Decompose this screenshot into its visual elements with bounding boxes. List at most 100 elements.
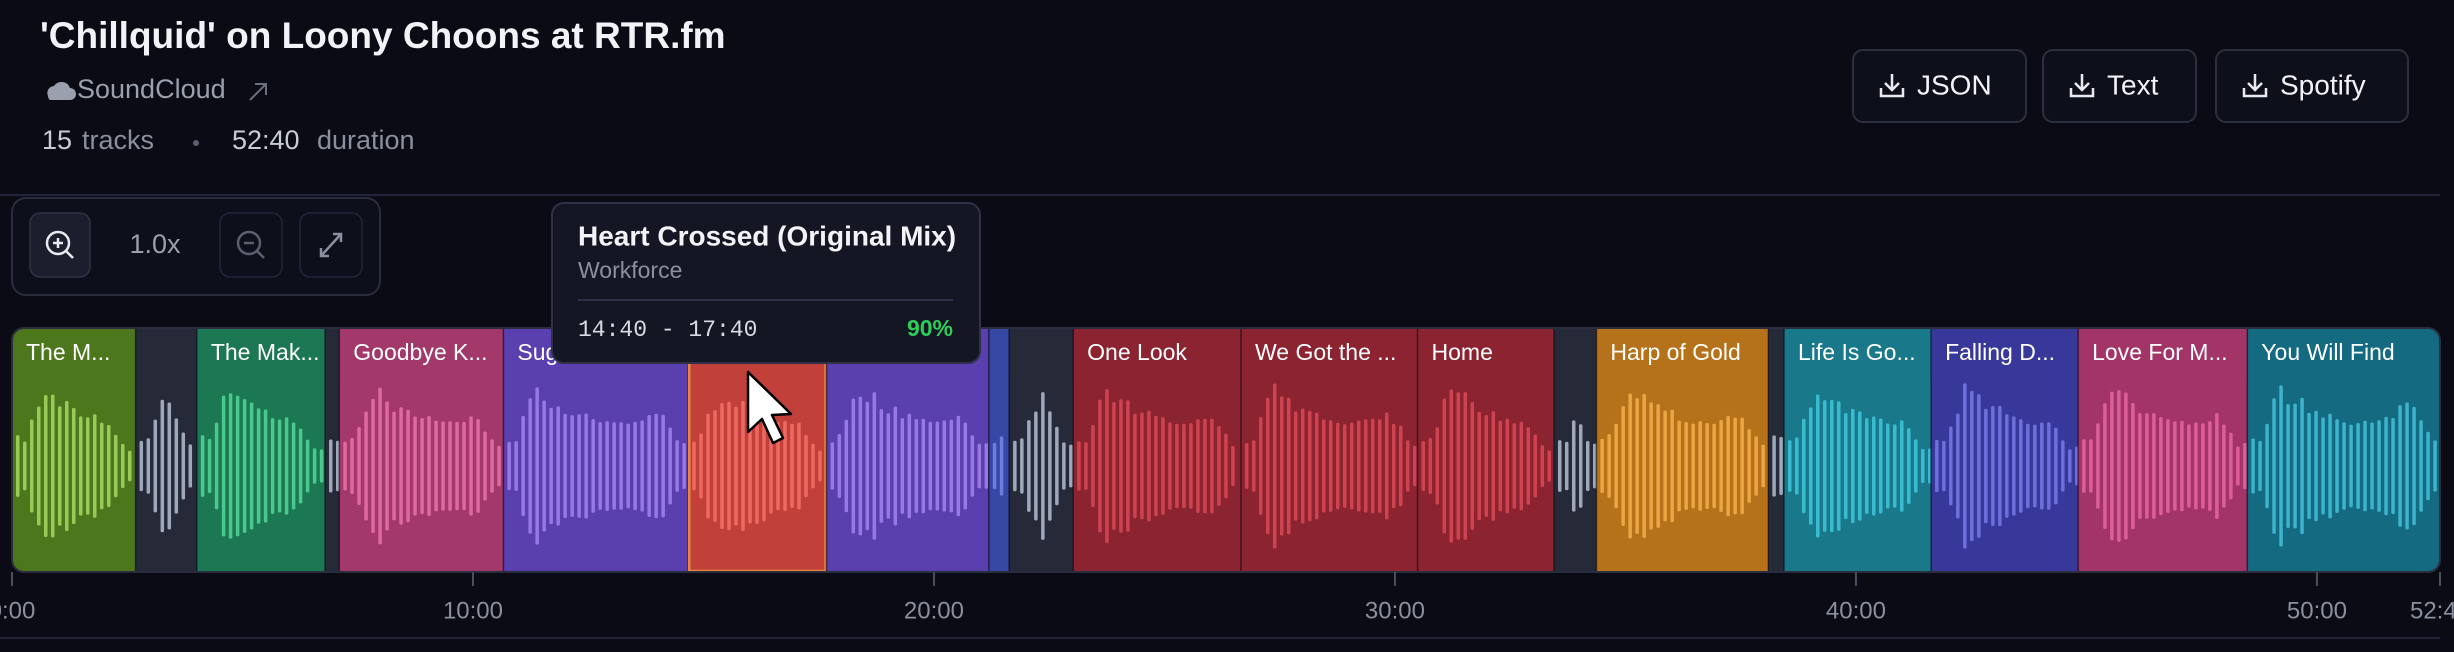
waveform-bar <box>1265 397 1270 535</box>
track-segment[interactable] <box>1931 328 2079 572</box>
track-segment[interactable] <box>988 328 1010 572</box>
waveform-bar <box>914 419 919 513</box>
waveform-bar <box>1900 420 1904 512</box>
waveform-bar <box>44 395 48 537</box>
waveform-bar <box>872 392 877 540</box>
track-segment[interactable] <box>135 328 197 572</box>
waveform-bar <box>2033 424 2037 508</box>
waveform-bar <box>1196 419 1200 513</box>
waveform-bar <box>2089 439 2093 493</box>
waveform-bar <box>783 421 787 511</box>
waveform-bar <box>2005 414 2009 518</box>
waveform-bar <box>462 421 466 511</box>
button-frame <box>1852 49 2027 123</box>
source[interactable]: SoundCloud <box>77 74 226 104</box>
waveform-bar <box>1470 402 1475 530</box>
track-label: Harp of Gold <box>1610 339 1740 365</box>
waveform-bar <box>1705 422 1709 510</box>
waveform-bar <box>591 419 595 513</box>
waveform-bar <box>692 441 696 491</box>
waveform-bar <box>1585 441 1590 491</box>
waveform-bar <box>563 413 567 519</box>
zoom-in-button[interactable] <box>29 212 91 278</box>
waveform-bar <box>1456 392 1461 540</box>
waveform-bar <box>1956 413 1960 519</box>
waveform-bar <box>1421 440 1426 492</box>
waveform-bar <box>167 402 172 530</box>
export-button[interactable]: Spotify <box>2215 49 2409 123</box>
waveform-bar <box>2215 412 2219 520</box>
waveform-bar <box>1203 418 1207 514</box>
waveform-bar <box>2061 440 2065 492</box>
waveform-bar <box>1865 418 1869 514</box>
export-button[interactable]: Text <box>2042 49 2197 123</box>
waveform-bar <box>2314 410 2318 522</box>
waveform-bar <box>1377 419 1382 513</box>
waveform-bar <box>1328 420 1333 512</box>
waveform-bar <box>497 445 501 487</box>
waveform-bar <box>2384 416 2388 516</box>
waveform-bar <box>1642 394 1646 538</box>
waveform-bar <box>2356 423 2360 509</box>
waveform-bar <box>1105 389 1109 543</box>
waveform-bar <box>804 434 808 498</box>
waveform-bar <box>1091 424 1095 508</box>
waveform-bar <box>1384 412 1389 520</box>
track-segment[interactable] <box>1784 328 1932 572</box>
waveform-bar <box>2124 392 2128 540</box>
waveform-bar <box>1740 417 1744 515</box>
waveform-bar <box>1098 399 1102 533</box>
tooltip-match: 90% <box>907 315 953 341</box>
external-link-icon <box>249 83 267 101</box>
waveform-bar <box>619 422 623 510</box>
waveform-bar <box>992 442 997 490</box>
waveform-bar <box>1628 393 1632 539</box>
waveform-bar <box>1300 408 1305 524</box>
waveform-bar <box>1984 408 1988 524</box>
waveform-bar <box>235 395 240 537</box>
waveform-bar <box>2187 424 2191 508</box>
waveform-bar <box>1363 419 1368 513</box>
waveform-bar <box>1963 383 1967 549</box>
waveform-bar <box>2293 403 2297 529</box>
waveform-bar <box>528 398 532 534</box>
waveform-bar <box>1712 423 1716 509</box>
waveform-bar <box>1231 446 1235 486</box>
waveform-bar <box>2272 398 2276 534</box>
waveform-bar <box>921 418 926 514</box>
waveform-bar <box>100 422 104 510</box>
waveform-bar <box>1942 440 1946 492</box>
waveform-bar <box>1823 400 1827 532</box>
waveform-bar <box>1788 440 1792 492</box>
waveform-bar <box>371 399 375 533</box>
waveform-bar <box>1477 411 1482 521</box>
waveform-bar <box>1175 423 1179 509</box>
waveform-bar <box>1526 427 1531 505</box>
tick-label: 30:00 <box>1365 597 1425 624</box>
waveform-bar <box>1491 411 1496 521</box>
waveform-bar <box>811 443 815 489</box>
waveform-bar <box>612 422 616 510</box>
waveform-bar <box>1048 411 1052 521</box>
track-segment[interactable] <box>1596 328 1769 572</box>
waveform-bar <box>2229 432 2233 500</box>
waveform-bar <box>455 421 459 511</box>
export-button[interactable]: JSON <box>1852 49 2027 123</box>
waveform-bar <box>2307 412 2311 520</box>
waveform-bar <box>654 413 658 519</box>
waveform-bar <box>1293 411 1298 521</box>
waveform-bar <box>1041 392 1045 540</box>
track-segment[interactable] <box>1768 328 1785 572</box>
waveform-bar <box>640 420 644 512</box>
waveform-bar <box>1914 439 1918 493</box>
button-label: Spotify <box>2280 69 2366 100</box>
waveform-bar <box>741 401 745 531</box>
waveform-bar <box>1020 438 1024 494</box>
fit-button[interactable] <box>299 212 363 278</box>
zoom-out-button[interactable] <box>219 212 283 278</box>
waveform-bar <box>228 393 233 539</box>
waveform-bar <box>2243 442 2247 490</box>
timeline[interactable]: The M... The Mak... Goodbye K... Sug... One … <box>12 328 2440 572</box>
waveform-bar <box>298 428 303 504</box>
waveform-bar <box>357 426 361 506</box>
